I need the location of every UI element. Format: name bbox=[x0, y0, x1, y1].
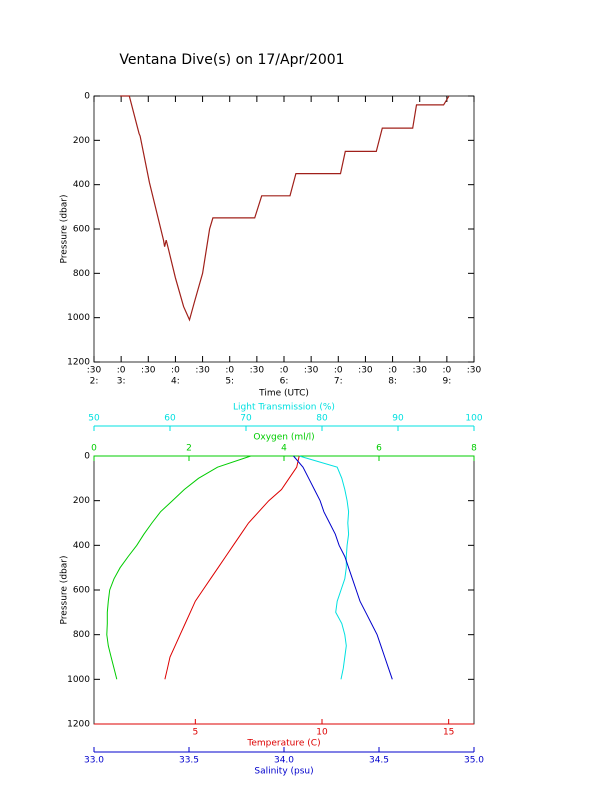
profile-line bbox=[293, 455, 393, 680]
x-hour-label: 9: bbox=[442, 377, 451, 387]
x-hour-label: 8: bbox=[388, 377, 397, 387]
x-tick-label: 60 bbox=[164, 414, 176, 424]
x-tick-label: 70 bbox=[240, 414, 252, 424]
x-tick-label: :30 bbox=[358, 366, 373, 376]
x-tick-label: 100 bbox=[465, 414, 482, 424]
x-tick-label: 35.0 bbox=[464, 756, 484, 766]
plot-frame bbox=[93, 95, 475, 363]
x-tick-label: 34.5 bbox=[369, 756, 389, 766]
x-tick-label: :30 bbox=[412, 366, 427, 376]
x-hour-label: 6: bbox=[280, 377, 289, 387]
x-tick-label: 6 bbox=[376, 444, 382, 454]
x-hour-label: 2: bbox=[90, 377, 99, 387]
x-hour-label: 5: bbox=[225, 377, 234, 387]
y-tick-label: 1200 bbox=[67, 358, 90, 368]
x-tick-label: :30 bbox=[250, 366, 265, 376]
x-tick-label: 33.0 bbox=[84, 756, 104, 766]
x-tick-label: 4 bbox=[281, 444, 287, 454]
x-tick-label: 0 bbox=[91, 444, 97, 454]
x-tick-label: 2 bbox=[186, 444, 192, 454]
x-tick-label: :0 bbox=[171, 366, 180, 376]
x-tick-label: :30 bbox=[87, 366, 102, 376]
y-tick-label: 600 bbox=[73, 586, 90, 596]
y-axis-label: Pressure (dbar) bbox=[60, 195, 70, 264]
y-tick-label: 0 bbox=[84, 452, 90, 462]
profile-line bbox=[106, 455, 251, 680]
y-tick-label: 400 bbox=[73, 180, 90, 190]
y-tick-label: 400 bbox=[73, 541, 90, 551]
x-tick-label: :0 bbox=[334, 366, 343, 376]
y-tick-label: 1000 bbox=[67, 313, 90, 323]
x-tick-label: :0 bbox=[225, 366, 234, 376]
y-axis-label: Pressure (dbar) bbox=[60, 556, 70, 625]
pressure-line bbox=[120, 95, 450, 322]
x-axis-label: Time (UTC) bbox=[258, 389, 309, 399]
x-tick-label: 90 bbox=[392, 414, 404, 424]
x-axis-label: Salinity (psu) bbox=[254, 767, 313, 777]
x-tick-label: :30 bbox=[195, 366, 210, 376]
x-hour-label: 4: bbox=[171, 377, 180, 387]
y-tick-label: 1000 bbox=[67, 675, 90, 685]
profile-line bbox=[164, 455, 300, 680]
y-tick-label: 200 bbox=[73, 136, 90, 146]
x-tick-label: :30 bbox=[304, 366, 319, 376]
plot-frame bbox=[93, 455, 475, 725]
y-tick-label: 800 bbox=[73, 269, 90, 279]
x-tick-label: 10 bbox=[316, 728, 328, 738]
y-tick-label: 0 bbox=[84, 92, 90, 102]
x-tick-label: 34.0 bbox=[274, 756, 294, 766]
x-tick-label: :30 bbox=[141, 366, 156, 376]
x-tick-label: :0 bbox=[280, 366, 289, 376]
x-tick-label: :0 bbox=[442, 366, 451, 376]
x-tick-label: 80 bbox=[316, 414, 328, 424]
x-axis-label: Oxygen (ml/l) bbox=[253, 433, 314, 443]
x-tick-label: 5 bbox=[192, 728, 198, 738]
chart-title: Ventana Dive(s) on 17/Apr/2001 bbox=[119, 52, 344, 68]
x-tick-label: 50 bbox=[88, 414, 100, 424]
x-axis-label: Light Transmission (%) bbox=[233, 403, 335, 413]
x-tick-label: :30 bbox=[467, 366, 482, 376]
y-tick-label: 1200 bbox=[67, 720, 90, 730]
x-tick-label: 33.5 bbox=[179, 756, 199, 766]
x-axis-label: Temperature (C) bbox=[246, 739, 320, 749]
x-hour-label: 3: bbox=[117, 377, 126, 387]
x-tick-label: :0 bbox=[388, 366, 397, 376]
y-tick-label: 800 bbox=[73, 630, 90, 640]
y-tick-label: 600 bbox=[73, 225, 90, 235]
x-tick-label: 15 bbox=[443, 728, 454, 738]
profile-line bbox=[299, 455, 350, 680]
x-tick-label: :0 bbox=[117, 366, 126, 376]
y-tick-label: 200 bbox=[73, 496, 90, 506]
x-tick-label: 8 bbox=[471, 444, 477, 454]
x-hour-label: 7: bbox=[334, 377, 343, 387]
